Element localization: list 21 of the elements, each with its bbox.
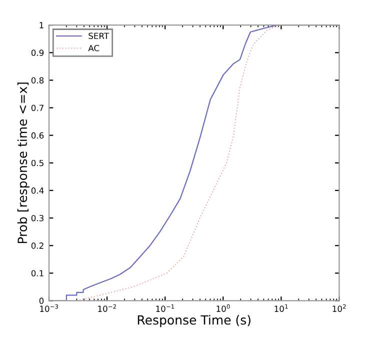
x-tick-label: 10$^{−2}$ bbox=[98, 304, 116, 312]
y-tick-label: 0.9 bbox=[31, 50, 44, 56]
x-tick-label: 10$^{1}$ bbox=[274, 304, 288, 312]
y-tick-label: 0.6 bbox=[31, 132, 44, 139]
x-axis-title: Response Time (s) bbox=[138, 315, 250, 328]
y-tick-label: 0.7 bbox=[31, 104, 44, 112]
y-tick-label: 0.5 bbox=[31, 160, 44, 166]
y-tick-label: 0.8 bbox=[31, 77, 44, 84]
legend-label: SERT bbox=[88, 32, 110, 40]
y-tick-label: 0.1 bbox=[31, 270, 44, 276]
x-tick-label: 10$^{−1}$ bbox=[156, 304, 174, 312]
x-tick-label: 10$^{2}$ bbox=[332, 304, 346, 312]
x-tick-label: 10$^{−3}$ bbox=[40, 304, 58, 312]
y-tick-label: 0.3 bbox=[31, 214, 44, 222]
y-tick-label: 0 bbox=[39, 298, 44, 304]
x-tick-label: 10$^{0}$ bbox=[216, 304, 230, 312]
y-tick-label: 1 bbox=[40, 22, 44, 28]
y-axis-title: Prob [response time <=x] bbox=[17, 82, 30, 244]
legend-label: AC bbox=[88, 44, 100, 52]
y-tick-label: 0.2 bbox=[31, 242, 44, 249]
y-tick-label: 0.4 bbox=[31, 187, 44, 194]
